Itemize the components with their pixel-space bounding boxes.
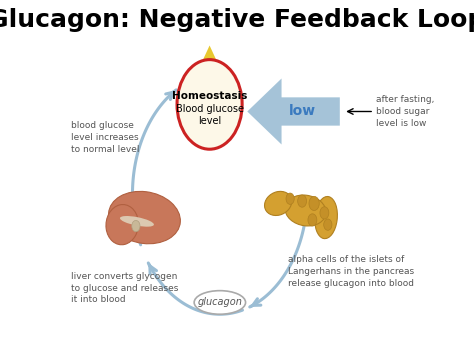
- Circle shape: [132, 220, 140, 232]
- Ellipse shape: [264, 191, 292, 215]
- Text: Homeostasis: Homeostasis: [172, 91, 247, 101]
- Circle shape: [286, 193, 294, 204]
- Circle shape: [320, 207, 329, 219]
- Text: low: low: [289, 104, 316, 119]
- Text: liver converts glycogen
to glucose and releases
it into blood: liver converts glycogen to glucose and r…: [71, 272, 178, 304]
- Circle shape: [324, 219, 332, 230]
- Polygon shape: [198, 45, 221, 71]
- Circle shape: [308, 214, 317, 226]
- Ellipse shape: [194, 291, 246, 314]
- Ellipse shape: [106, 204, 138, 245]
- Circle shape: [298, 195, 307, 207]
- Ellipse shape: [120, 216, 154, 227]
- Ellipse shape: [285, 195, 326, 226]
- Text: alpha cells of the islets of
Langerhans in the pancreas
release glucagon into bl: alpha cells of the islets of Langerhans …: [288, 255, 415, 288]
- Text: after fasting,
blood sugar
level is low: after fasting, blood sugar level is low: [376, 95, 434, 128]
- Circle shape: [309, 196, 319, 211]
- Text: Glucagon: Negative Feedback Loop: Glucagon: Negative Feedback Loop: [0, 7, 474, 32]
- Circle shape: [177, 60, 242, 149]
- Polygon shape: [247, 78, 340, 144]
- Text: Blood glucose
level: Blood glucose level: [175, 104, 244, 126]
- Text: glucagon: glucagon: [198, 297, 242, 307]
- Text: blood glucose
level increases
to normal level: blood glucose level increases to normal …: [71, 121, 139, 154]
- Ellipse shape: [109, 191, 180, 244]
- Ellipse shape: [315, 197, 337, 239]
